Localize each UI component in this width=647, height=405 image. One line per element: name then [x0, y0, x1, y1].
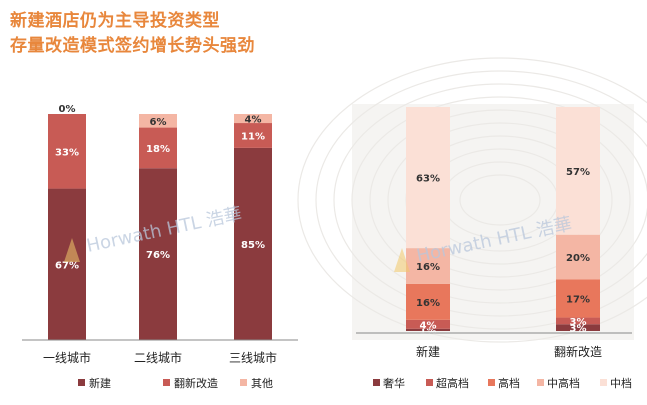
- texture-ring: [315, 70, 647, 330]
- bar-超高档-新建: [406, 319, 450, 329]
- bar-中高档-翻新改造: [556, 234, 600, 280]
- bar-中档-新建: [406, 107, 450, 249]
- legend-swatch: [488, 379, 495, 386]
- category-label: 三线城市: [229, 350, 277, 365]
- bar-其他-二线城市: [139, 114, 177, 128]
- bar-新建-一线城市: [48, 188, 86, 340]
- legend-label: 新建: [89, 376, 111, 390]
- bar-其他-三线城市: [234, 114, 272, 124]
- texture-ring: [369, 109, 631, 291]
- legend-swatch: [426, 379, 433, 386]
- bar-翻新改造-一线城市: [48, 114, 86, 189]
- data-label: 67%: [55, 260, 79, 271]
- legend-label: 中档: [610, 376, 632, 390]
- data-label: 3%: [570, 324, 587, 335]
- bar-超高档-翻新改造: [556, 317, 600, 325]
- data-label: 57%: [566, 167, 590, 178]
- chart-title-line1: 新建酒店仍为主导投资类型: [10, 11, 220, 31]
- bar-中档-翻新改造: [556, 107, 600, 235]
- data-label: 20%: [566, 253, 590, 264]
- legend-swatch: [373, 379, 380, 386]
- data-label: 76%: [146, 250, 170, 261]
- data-label: 1%: [420, 326, 437, 337]
- legend-label: 中高档: [547, 376, 580, 390]
- texture-ring: [459, 174, 541, 226]
- data-label: 4%: [245, 115, 262, 126]
- texture-ring: [387, 122, 613, 278]
- data-label: 3%: [570, 317, 587, 328]
- legend-swatch: [163, 379, 170, 386]
- data-label: 17%: [566, 295, 590, 306]
- data-label: 11%: [241, 131, 265, 142]
- bar-奢华-翻新改造: [556, 324, 600, 331]
- bar-高档-翻新改造: [556, 279, 600, 318]
- bar-翻新改造-三线城市: [234, 123, 272, 148]
- legend-swatch: [78, 379, 85, 386]
- data-label: 85%: [241, 240, 265, 251]
- data-label: 4%: [420, 320, 437, 331]
- data-label: 33%: [55, 147, 79, 158]
- legend-label: 其他: [251, 377, 273, 390]
- bar-翻新改造-二线城市: [139, 127, 177, 169]
- legend-swatch: [600, 379, 607, 386]
- category-label: 新建: [416, 344, 440, 359]
- bar-新建-二线城市: [139, 168, 177, 340]
- bar-新建-三线城市: [234, 147, 272, 340]
- texture-ring: [333, 83, 647, 317]
- category-label: 二线城市: [134, 350, 182, 365]
- data-label: 16%: [416, 262, 440, 273]
- legend-swatch: [537, 379, 544, 386]
- texture-ring: [351, 96, 647, 304]
- legend-swatch: [240, 379, 247, 386]
- watermark-logo-icon: [64, 238, 80, 262]
- bar-高档-新建: [406, 283, 450, 320]
- bar-奢华-新建: [406, 328, 450, 331]
- data-label: 63%: [416, 174, 440, 185]
- category-label: 一线城市: [43, 350, 91, 365]
- legend-label: 翻新改造: [174, 376, 218, 390]
- bar-中高档-新建: [406, 248, 450, 284]
- data-label: 16%: [416, 298, 440, 309]
- chart-title-line2: 存量改造模式签约增长势头强劲: [10, 36, 255, 56]
- data-label: 18%: [146, 144, 170, 155]
- data-label: 6%: [150, 117, 167, 128]
- category-label: 翻新改造: [554, 344, 602, 359]
- legend-label: 高档: [498, 376, 520, 390]
- texture-ring: [297, 57, 647, 343]
- legend-label: 超高档: [436, 376, 469, 390]
- data-label: 0%: [59, 104, 76, 115]
- watermark-logo-icon: [394, 248, 410, 272]
- legend-label: 奢华: [383, 376, 405, 390]
